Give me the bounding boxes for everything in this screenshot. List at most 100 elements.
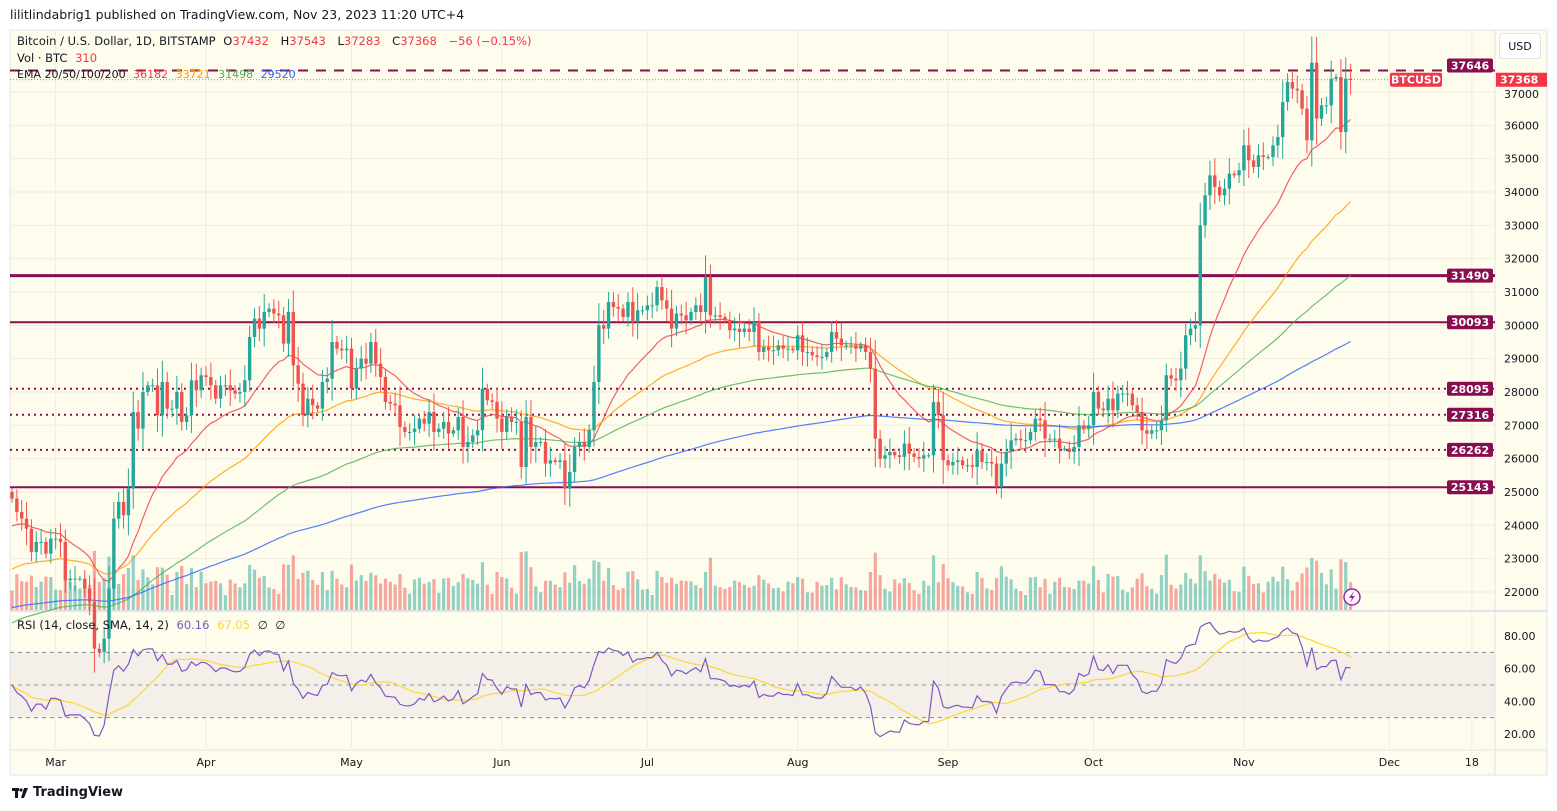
volume-bar <box>199 571 203 610</box>
volume-bar <box>873 552 877 610</box>
ohlc-low: L37283 <box>337 34 381 48</box>
candle-body <box>587 430 591 447</box>
candle-body <box>1150 430 1154 434</box>
candle-body <box>1057 438 1062 449</box>
candle-body <box>291 311 295 366</box>
candle-body <box>897 455 902 457</box>
volume-label: Vol · BTC <box>17 51 68 65</box>
volume-bar <box>985 588 989 610</box>
volume-bar <box>1334 588 1338 610</box>
candle-body <box>553 460 557 462</box>
volume-bar <box>20 581 24 610</box>
volume-bar <box>752 585 756 610</box>
volume-bar <box>975 572 979 610</box>
candle-body <box>180 391 184 422</box>
symbol-name[interactable]: Bitcoin / U.S. Dollar, 1D, BITSTAMP <box>17 34 216 48</box>
volume-legend[interactable]: Vol · BTC 310 <box>17 51 101 65</box>
volume-bar <box>539 592 543 610</box>
candle-body <box>1038 418 1042 421</box>
volume-bar <box>155 567 160 610</box>
volume-bar <box>393 584 397 610</box>
candle-body <box>514 421 519 423</box>
volume-bar <box>54 589 58 610</box>
volume-bar <box>577 581 582 610</box>
volume-bar <box>674 583 679 610</box>
candle-body <box>713 315 717 317</box>
candle-body <box>102 638 106 652</box>
candle-body <box>893 451 897 456</box>
candle-body <box>306 398 310 416</box>
level-price-label-bg <box>1447 315 1493 330</box>
tradingview-logo[interactable]: TradingView <box>12 785 123 800</box>
candle-body <box>1145 430 1149 434</box>
volume-bar <box>1266 581 1270 610</box>
symbol-price-tag: BTCUSD <box>1391 74 1441 87</box>
volume-bar <box>209 581 213 610</box>
rsi-legend[interactable]: RSI (14, close, SMA, 14, 2) 60.16 67.05 … <box>17 618 289 632</box>
candle-body <box>141 391 145 429</box>
volume-bar <box>849 587 853 610</box>
candle-body <box>640 310 645 312</box>
volume-bar <box>854 587 858 610</box>
candle-body <box>994 463 999 487</box>
candle-body <box>548 460 553 464</box>
candle-body <box>1213 175 1217 187</box>
candle-body <box>655 286 659 306</box>
volume-bar <box>1300 573 1304 610</box>
volume-bar <box>306 570 310 610</box>
candle-body <box>631 301 635 322</box>
volume-bar <box>713 585 717 610</box>
price-tick-label: 29000 <box>1504 353 1539 366</box>
volume-bar <box>616 589 620 610</box>
volume-bar <box>883 588 887 610</box>
volume-series <box>10 550 1353 610</box>
volume-bar <box>204 583 208 610</box>
candle-body <box>1009 440 1013 452</box>
volume-bar <box>1281 566 1285 610</box>
candle-body <box>374 341 378 364</box>
candle-body <box>408 431 412 433</box>
currency-button[interactable]: USD <box>1499 33 1541 59</box>
candle-body <box>184 415 189 422</box>
candle-body <box>1159 420 1164 431</box>
rsi-tick-label: 40.00 <box>1504 695 1536 708</box>
candle-body <box>815 355 819 357</box>
tradingview-logo-icon <box>12 787 28 798</box>
ema100-line <box>11 274 1351 624</box>
volume-bar <box>262 576 266 610</box>
volume-bar <box>1213 573 1217 610</box>
candle-body <box>752 321 756 332</box>
ohlc-close: C37368 <box>392 34 437 48</box>
candle-body <box>791 348 795 351</box>
candle-body <box>1004 451 1008 464</box>
volume-bar <box>315 584 320 610</box>
volume-bar <box>1188 578 1193 610</box>
volume-bar <box>267 587 271 610</box>
candle-body <box>485 388 489 401</box>
candle-body <box>451 430 456 434</box>
volume-bar <box>1082 580 1086 610</box>
volume-bar <box>781 591 785 610</box>
candle-body <box>325 378 329 382</box>
level-price-label: 30093 <box>1451 316 1489 329</box>
candle-body <box>1266 156 1270 158</box>
candle-body <box>1247 145 1251 161</box>
candle-body <box>689 311 693 321</box>
volume-bar <box>553 584 557 610</box>
volume-bar <box>466 578 470 610</box>
volume-bar <box>456 582 460 610</box>
volume-bar <box>291 555 295 610</box>
ema-legend[interactable]: EMA 20/50/100/200 36182 33721 31498 2952… <box>17 68 300 81</box>
candle-body <box>1014 438 1018 441</box>
volume-bar <box>864 590 868 610</box>
volume-bar <box>73 585 77 610</box>
volume-bar <box>480 562 485 610</box>
level-price-label: 31490 <box>1451 270 1490 283</box>
candle-body <box>155 385 160 416</box>
candle-body <box>951 461 955 466</box>
volume-bar <box>1058 577 1062 610</box>
volume-bar <box>126 568 130 610</box>
candle-body <box>1120 393 1125 395</box>
volume-bar <box>1164 554 1168 610</box>
